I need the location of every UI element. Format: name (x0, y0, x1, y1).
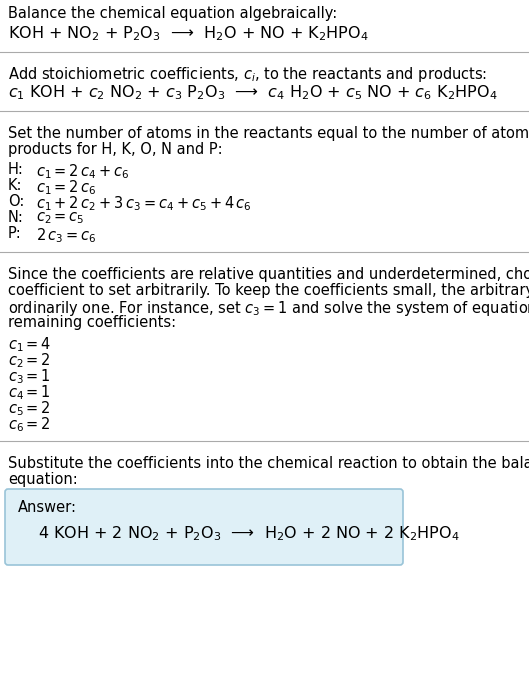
Text: Balance the chemical equation algebraically:: Balance the chemical equation algebraica… (8, 6, 338, 21)
Text: coefficient to set arbitrarily. To keep the coefficients small, the arbitrary va: coefficient to set arbitrarily. To keep … (8, 283, 529, 298)
Text: Since the coefficients are relative quantities and underdetermined, choose a: Since the coefficients are relative quan… (8, 267, 529, 282)
Text: H:: H: (8, 162, 24, 177)
Text: $c_4 = 1$: $c_4 = 1$ (8, 383, 51, 402)
Text: Substitute the coefficients into the chemical reaction to obtain the balanced: Substitute the coefficients into the che… (8, 456, 529, 471)
Text: Set the number of atoms in the reactants equal to the number of atoms in the: Set the number of atoms in the reactants… (8, 126, 529, 141)
Text: P:: P: (8, 226, 22, 241)
Text: $c_2 = 2$: $c_2 = 2$ (8, 351, 51, 370)
Text: products for H, K, O, N and P:: products for H, K, O, N and P: (8, 142, 223, 157)
Text: $c_1 + 2\,c_2 + 3\,c_3 = c_4 + c_5 + 4\,c_6$: $c_1 + 2\,c_2 + 3\,c_3 = c_4 + c_5 + 4\,… (36, 194, 252, 213)
Text: $c_1 = 2\,c_4 + c_6$: $c_1 = 2\,c_4 + c_6$ (36, 162, 130, 181)
Text: $c_2 = c_5$: $c_2 = c_5$ (36, 210, 85, 226)
Text: $c_1 = 2\,c_6$: $c_1 = 2\,c_6$ (36, 178, 97, 196)
Text: O:: O: (8, 194, 24, 209)
Text: remaining coefficients:: remaining coefficients: (8, 315, 176, 330)
Text: $2\,c_3 = c_6$: $2\,c_3 = c_6$ (36, 226, 97, 245)
Text: $c_6 = 2$: $c_6 = 2$ (8, 415, 51, 433)
Text: $c_1$ KOH + $c_2$ NO$_2$ + $c_3$ P$_2$O$_3$  ⟶  $c_4$ H$_2$O + $c_5$ NO + $c_6$ : $c_1$ KOH + $c_2$ NO$_2$ + $c_3$ P$_2$O$… (8, 83, 497, 102)
Text: $c_3 = 1$: $c_3 = 1$ (8, 367, 51, 385)
Text: KOH + NO$_2$ + P$_2$O$_3$  ⟶  H$_2$O + NO + K$_2$HPO$_4$: KOH + NO$_2$ + P$_2$O$_3$ ⟶ H$_2$O + NO … (8, 24, 369, 43)
FancyBboxPatch shape (5, 489, 403, 565)
Text: Answer:: Answer: (18, 500, 77, 515)
Text: equation:: equation: (8, 472, 78, 487)
Text: K:: K: (8, 178, 23, 193)
Text: N:: N: (8, 210, 24, 225)
Text: $c_5 = 2$: $c_5 = 2$ (8, 399, 51, 418)
Text: 4 KOH + 2 NO$_2$ + P$_2$O$_3$  ⟶  H$_2$O + 2 NO + 2 K$_2$HPO$_4$: 4 KOH + 2 NO$_2$ + P$_2$O$_3$ ⟶ H$_2$O +… (38, 524, 460, 543)
Text: $c_1 = 4$: $c_1 = 4$ (8, 335, 51, 354)
Text: Add stoichiometric coefficients, $c_i$, to the reactants and products:: Add stoichiometric coefficients, $c_i$, … (8, 65, 487, 84)
Text: ordinarily one. For instance, set $c_3 = 1$ and solve the system of equations fo: ordinarily one. For instance, set $c_3 =… (8, 299, 529, 318)
